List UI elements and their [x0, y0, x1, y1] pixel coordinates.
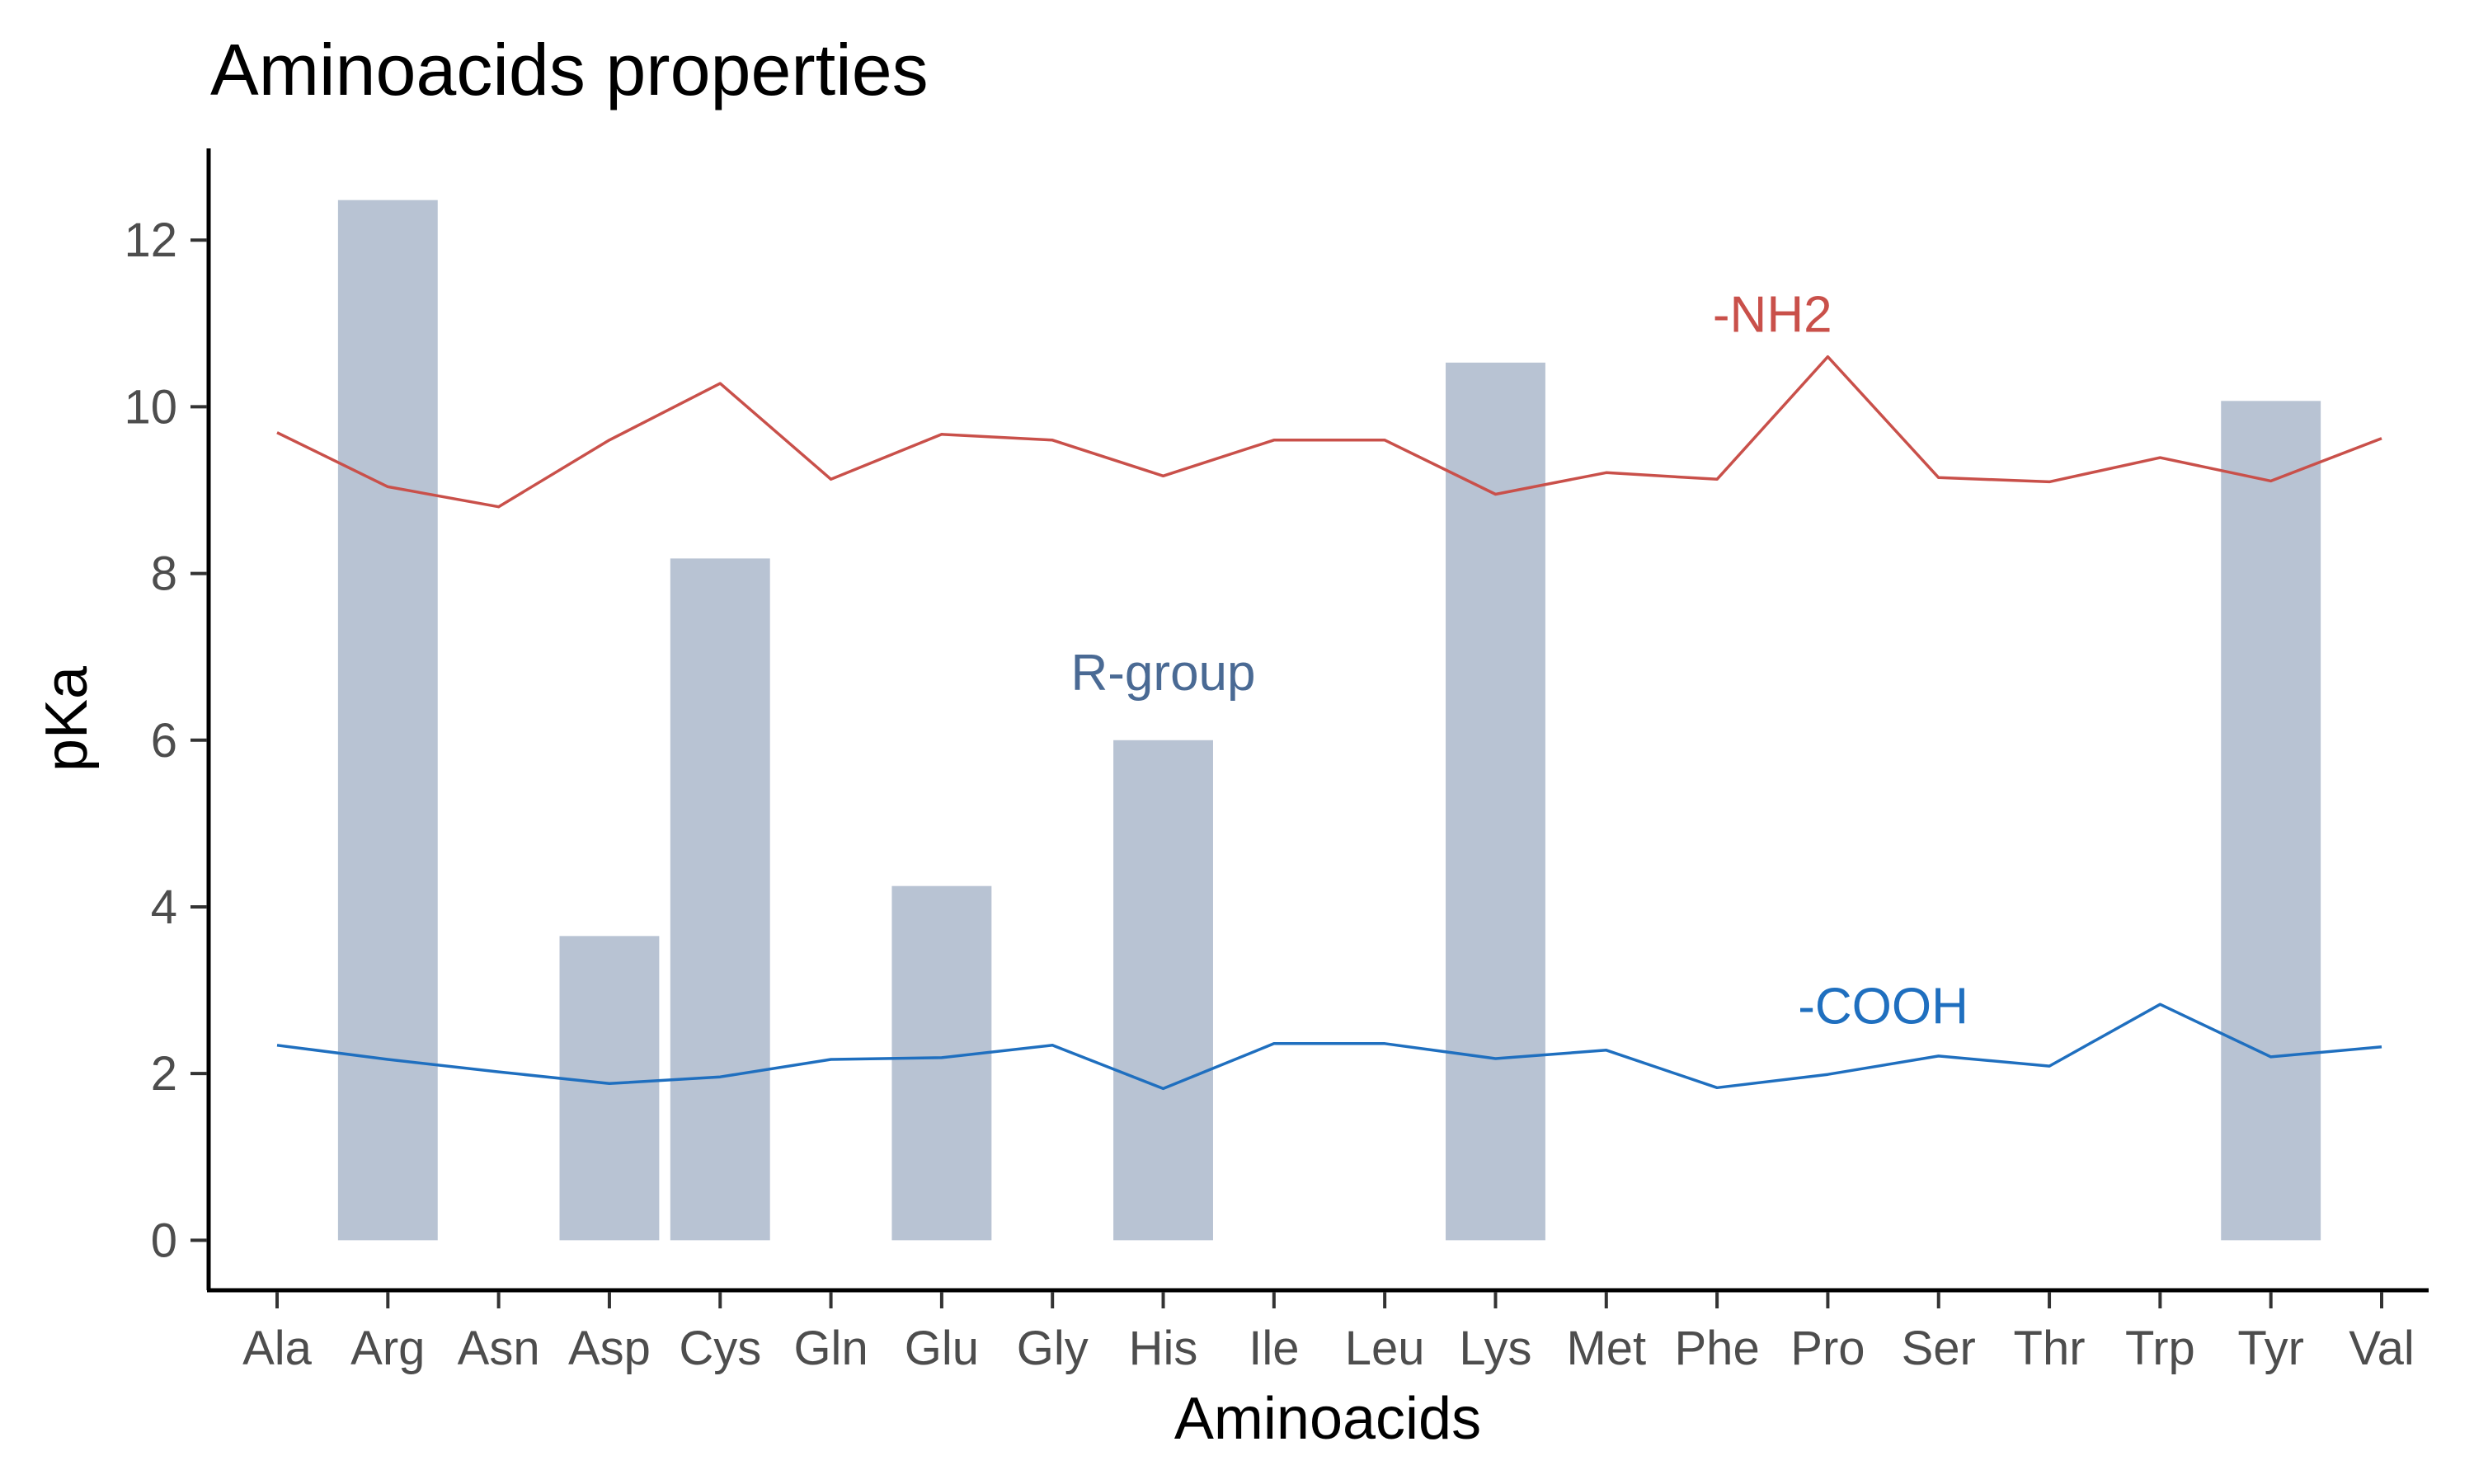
y-tick-label-8: 8: [151, 547, 177, 601]
x-tick-label-pro: Pro: [1790, 1322, 1865, 1375]
bar-his: [1113, 740, 1213, 1241]
plot-area: -NH2 R-group -COOH: [276, 200, 2382, 1241]
annotation-0: -NH2: [1713, 286, 1832, 343]
chart-title: Aminoacids properties: [210, 29, 929, 110]
bars: [337, 200, 2321, 1241]
y-axis-title: pKa: [34, 665, 100, 772]
x-tick-label-ser: Ser: [1902, 1322, 1976, 1375]
x-tick-label-his: His: [1129, 1322, 1198, 1375]
x-tick-label-asn: Asn: [458, 1322, 540, 1375]
x-tick-label-ala: Ala: [242, 1322, 313, 1375]
x-tick-label-gly: Gly: [1017, 1322, 1089, 1375]
y-tick-label-6: 6: [151, 714, 177, 768]
bar-glu: [891, 885, 992, 1241]
x-tick-label-ile: Ile: [1249, 1322, 1299, 1375]
y-tick-label-2: 2: [151, 1047, 177, 1101]
x-tick-label-cys: Cys: [679, 1322, 761, 1375]
x-tick-label-lys: Lys: [1459, 1322, 1531, 1375]
x-tick-label-leu: Leu: [1345, 1322, 1425, 1375]
x-tick-label-arg: Arg: [350, 1322, 425, 1375]
bar-cys: [670, 558, 770, 1241]
x-axis: Ala Arg Asn Asp Cys Gln Glu Gly His Ile Leu Lys Met P…: [207, 1288, 2429, 1375]
line-series-2: [276, 1003, 2382, 1091]
x-tick-label-gln: Gln: [793, 1322, 868, 1375]
x-tick-label-tyr: Tyr: [2237, 1322, 2304, 1375]
x-tick-label-thr: Thr: [2014, 1322, 2086, 1375]
x-axis-title: Aminoacids: [1174, 1386, 1481, 1452]
bar-arg: [337, 200, 438, 1241]
x-tick-label-trp: Trp: [2125, 1322, 2195, 1375]
line-series-1: [276, 355, 2382, 509]
y-tick-label-0: 0: [151, 1214, 177, 1267]
y-tick-label-12: 12: [124, 214, 177, 267]
bar-tyr: [2221, 401, 2321, 1241]
y-tick-label-10: 10: [124, 380, 177, 434]
x-tick-label-asp: Asp: [568, 1322, 651, 1375]
annotation-1: R-group: [1071, 645, 1256, 702]
lines: [276, 355, 2382, 1091]
x-tick-label-glu: Glu: [905, 1322, 979, 1375]
x-tick-label-val: Val: [2349, 1322, 2415, 1375]
y-tick-label-4: 4: [151, 881, 177, 934]
bar-lys: [1446, 362, 1545, 1241]
bar-asp: [559, 936, 660, 1241]
x-tick-label-met: Met: [1566, 1322, 1646, 1375]
x-tick-label-phe: Phe: [1675, 1322, 1760, 1375]
annotation-2: -COOH: [1798, 978, 1968, 1035]
y-axis: 0 2 4 6 8 10 12: [124, 148, 211, 1290]
annotations: -NH2 R-group -COOH: [1071, 286, 1968, 1035]
